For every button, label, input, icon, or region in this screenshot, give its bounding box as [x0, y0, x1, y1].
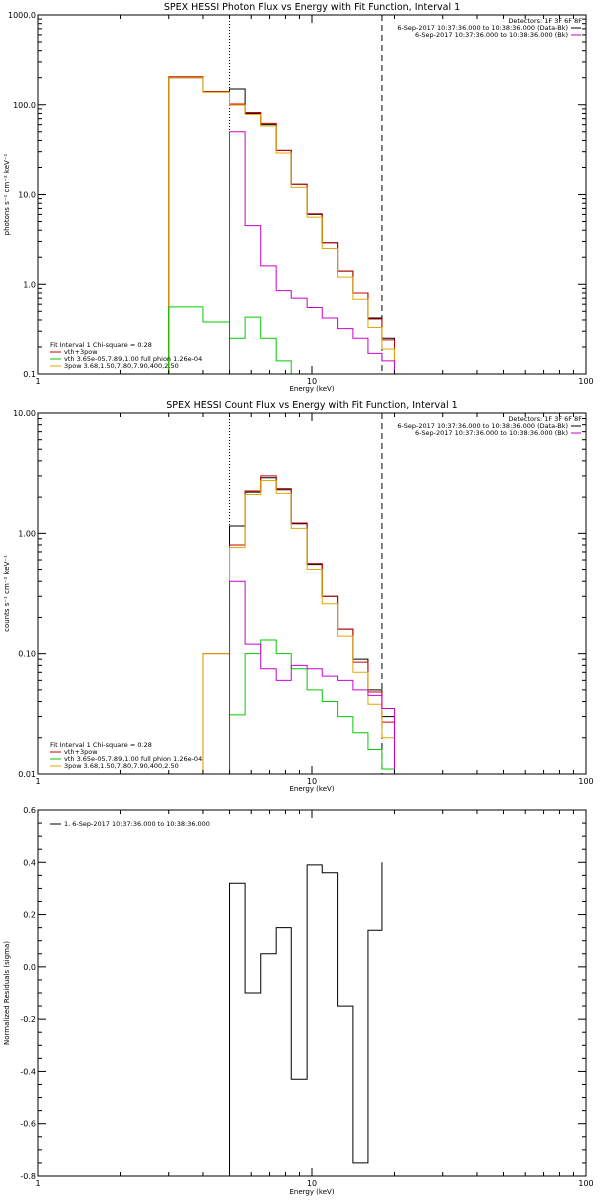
y-tick-label: -0.6 — [20, 1120, 36, 1129]
y-tick-label: -0.4 — [20, 1067, 36, 1076]
legend-line-0: Fit Interval 1 Chi-square = 0.28 — [50, 341, 152, 349]
series-line-0 — [229, 477, 395, 774]
x-tick-label: 1 — [35, 777, 40, 786]
x-tick-label: 10 — [307, 777, 317, 786]
x-tick-label: 10 — [307, 1179, 317, 1188]
x-axis-label: Energy (keV) — [289, 785, 334, 793]
legend-line-0: 1. 6-Sep-2017 10:37:36.000 to 10:38:36.0… — [64, 820, 210, 828]
y-tick-label: 0.0 — [23, 963, 36, 972]
y-tick-label: 1000.0 — [8, 11, 36, 20]
header-line-1: 6-Sep-2017 10:37:36.000 to 10:38:36.000 … — [397, 422, 568, 430]
series-line-4 — [229, 131, 395, 374]
y-axis-label: photons s⁻¹ cm⁻² keV⁻¹ — [3, 153, 11, 235]
legend-line-1: vth+3pow — [64, 348, 98, 356]
series-group — [229, 862, 383, 1176]
y-tick-label: -0.2 — [20, 1015, 36, 1024]
y-tick-label: -0.8 — [20, 1172, 36, 1181]
x-tick-label: 10 — [307, 377, 317, 386]
series-line-3 — [229, 639, 395, 774]
header-line-2: 6-Sep-2017 10:37:36.000 to 10:38:36.000 … — [415, 31, 568, 39]
series-line-1 — [168, 76, 395, 374]
y-tick-label: 10.00 — [13, 409, 36, 418]
series-group — [202, 475, 395, 774]
x-tick-label: 100 — [578, 377, 593, 386]
y-tick-label: 0.01 — [18, 770, 36, 779]
y-tick-label: 10.0 — [18, 191, 36, 200]
y-tick-label: 0.1 — [23, 370, 36, 379]
header-line-1: 6-Sep-2017 10:37:36.000 to 10:38:36.000 … — [397, 24, 568, 32]
legend-line-0: Fit Interval 1 Chi-square = 0.28 — [50, 741, 152, 749]
y-axis-label: counts s⁻¹ cm⁻² keV⁻¹ — [3, 555, 11, 632]
plot-frame — [37, 412, 587, 775]
x-tick-label: 1 — [35, 1179, 40, 1188]
y-tick-label: 0.6 — [23, 806, 36, 815]
count-flux-chart: SPEX HESSI Count Flux vs Energy with Fit… — [3, 400, 594, 793]
series-line-1 — [202, 475, 395, 774]
header-line-0: Detectors: 1F 3F 6F 8F — [508, 17, 582, 25]
x-tick-label: 1 — [35, 377, 40, 386]
legend-line-1: vth+3pow — [64, 748, 98, 756]
series-line-0 — [168, 77, 395, 374]
x-axis-label: Energy (keV) — [289, 385, 334, 393]
series-line-2 — [202, 479, 395, 774]
legend-line-2: vth 3.65e-05,7.89,1.00 full phion 1.26e-… — [64, 355, 202, 363]
x-tick-label: 100 — [578, 1179, 593, 1188]
y-axis-label: Normalized Residuals (sigma) — [3, 941, 11, 1045]
x-tick-label: 100 — [578, 777, 593, 786]
y-tick-label: 0.2 — [23, 911, 36, 920]
legend-line-3: 3pow 3.68,1.50,7.80,7.90,400,2.50 — [64, 762, 179, 770]
photon-flux-chart: SPEX HESSI Photon Flux vs Energy with Fi… — [3, 2, 594, 393]
header-line-0: Detectors: 1F 3F 6F 8F — [508, 415, 582, 423]
legend-line-2: vth 3.65e-05,7.89,1.00 full phion 1.26e-… — [64, 755, 202, 763]
y-tick-label: 0.10 — [18, 650, 36, 659]
y-tick-label: 1.00 — [18, 529, 36, 538]
residuals-chart: 1 10 100 Energy (keV) -0.8 -0.6 -0.4 -0.2 0.0 0.2… — [3, 806, 594, 1196]
y-tick-label: 100.0 — [13, 101, 36, 110]
series-line-3 — [168, 306, 395, 374]
y-tick-label: 0.4 — [23, 858, 36, 867]
series-group — [168, 76, 395, 374]
header-line-2: 6-Sep-2017 10:37:36.000 to 10:38:36.000 … — [415, 429, 568, 437]
legend-line-3: 3pow 3.68,1.50,7.80,7.90,400,2.50 — [64, 362, 179, 370]
series-line-0 — [229, 862, 383, 1176]
series-line-4 — [229, 580, 395, 774]
x-axis-label: Energy (keV) — [289, 1188, 334, 1196]
chart-title: SPEX HESSI Count Flux vs Energy with Fit… — [166, 400, 457, 411]
plot-frame — [37, 14, 587, 375]
series-line-2 — [168, 77, 395, 374]
y-tick-label: 1.0 — [23, 280, 36, 289]
chart-title: SPEX HESSI Photon Flux vs Energy with Fi… — [164, 2, 460, 13]
